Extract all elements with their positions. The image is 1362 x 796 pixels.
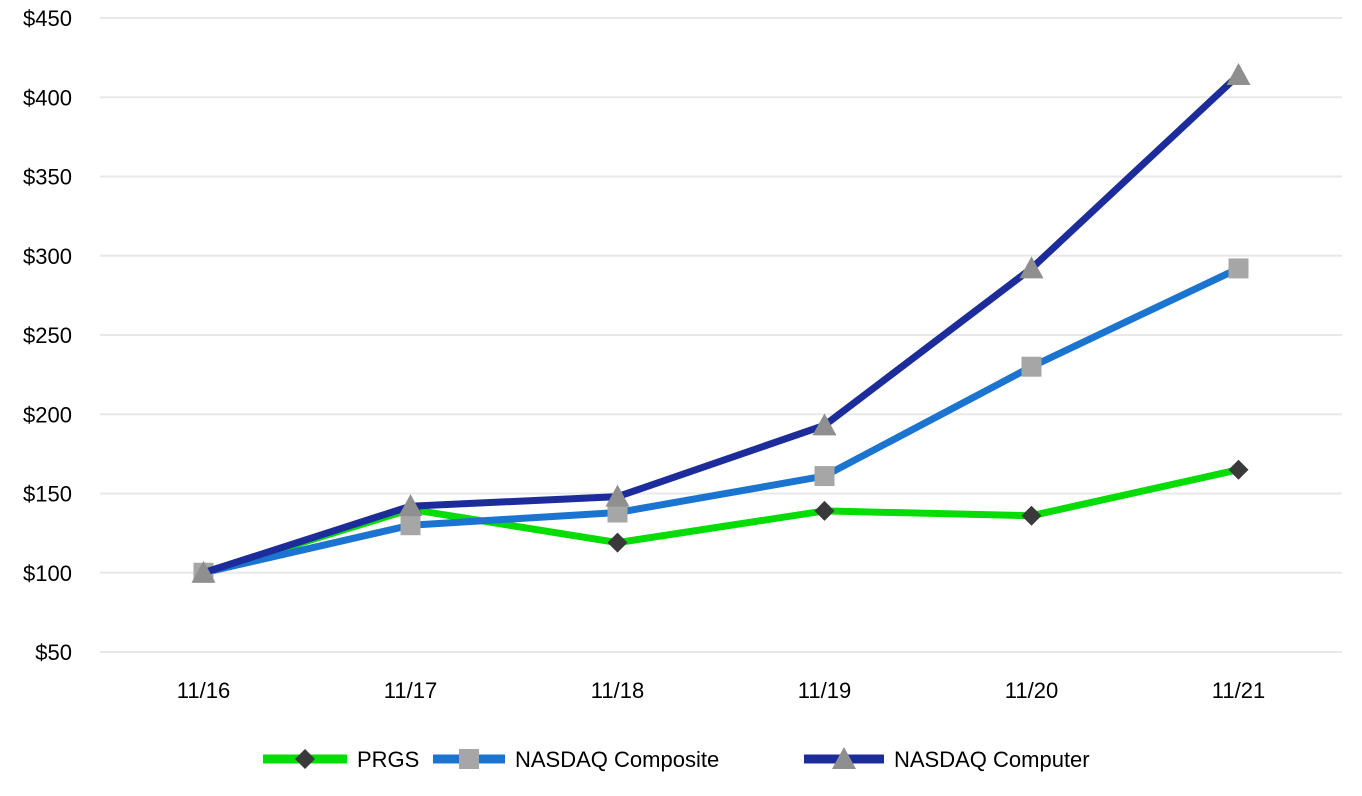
y-axis-tick-label: $350 xyxy=(23,165,72,190)
y-axis-tick-label: $100 xyxy=(23,561,72,586)
series-prgs xyxy=(193,459,1249,583)
square-marker xyxy=(459,749,479,769)
legend-label: PRGS xyxy=(357,747,419,772)
legend-item-prgs xyxy=(263,749,347,769)
y-axis-tick-label: $400 xyxy=(23,85,72,110)
diamond-marker xyxy=(295,749,315,769)
series-line xyxy=(202,265,1241,577)
y-axis-tick-label: $300 xyxy=(23,244,72,269)
diamond-marker xyxy=(607,532,628,553)
diamond-marker xyxy=(1228,459,1249,480)
square-marker xyxy=(814,466,835,487)
x-axis-tick-label: 11/17 xyxy=(384,678,437,703)
series-nasdaq-composite xyxy=(193,258,1249,583)
series-line xyxy=(202,72,1241,577)
square-marker xyxy=(1021,356,1042,377)
x-axis-tick-label: 11/21 xyxy=(1212,678,1265,703)
y-axis-tick-label: $450 xyxy=(23,6,72,31)
legend-label: NASDAQ Computer xyxy=(894,747,1090,772)
triangle-marker xyxy=(191,560,216,583)
diamond-marker xyxy=(814,500,835,521)
diamond-marker xyxy=(1021,505,1042,526)
series-nasdaq-computer xyxy=(191,63,1251,583)
y-axis-tick-label: $50 xyxy=(35,640,72,665)
triangle-marker xyxy=(1226,63,1251,86)
x-axis-tick-label: 11/16 xyxy=(177,678,230,703)
x-axis-tick-label: 11/20 xyxy=(1005,678,1058,703)
square-marker xyxy=(400,515,421,536)
square-marker xyxy=(607,502,628,523)
legend xyxy=(263,747,884,769)
legend-item-nasdaq-computer xyxy=(804,747,884,769)
triangle-marker xyxy=(398,494,423,517)
triangle-marker xyxy=(812,413,837,436)
x-axis-tick-label: 11/18 xyxy=(591,678,644,703)
y-axis-tick-label: $250 xyxy=(23,323,72,348)
triangle-marker xyxy=(1019,256,1044,279)
y-axis-tick-label: $150 xyxy=(23,482,72,507)
legend-label: NASDAQ Composite xyxy=(515,747,719,772)
square-marker xyxy=(1228,258,1249,279)
x-axis-tick-label: 11/19 xyxy=(798,678,851,703)
triangle-marker xyxy=(605,484,630,507)
triangle-marker xyxy=(832,747,856,769)
legend-item-nasdaq-composite xyxy=(433,749,505,769)
y-axis-tick-label: $200 xyxy=(23,402,72,427)
